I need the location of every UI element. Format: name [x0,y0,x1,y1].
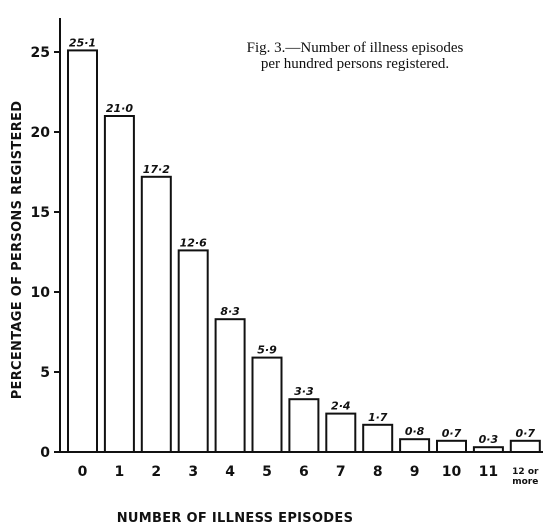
bar-data-label: 21·0 [106,102,133,115]
bar-data-label: 1·7 [368,411,388,424]
y-tick-label: 25 [31,45,50,61]
x-tick-label: 5 [262,464,272,480]
x-tick-label: 4 [225,464,235,480]
bar [214,318,246,454]
chart-title: Fig. 3.—Number of illness episodes [247,40,464,56]
bar [436,439,467,453]
chart-title-group: Fig. 3.—Number of illness episodes per h… [247,40,464,72]
bar [67,49,98,454]
y-ticks: 0 5 10 15 20 25 [31,45,60,461]
bar-data-label: 2·4 [331,400,351,413]
bar-data-label: 5·9 [257,344,277,357]
x-tick-label: 2 [151,464,161,480]
y-tick-label: 15 [31,205,50,221]
bars [67,49,541,454]
x-tick-label: 7 [336,464,346,480]
x-tick-label: 11 [479,464,498,480]
x-tick-label: 0 [78,464,88,480]
bar-data-label: 12·6 [180,236,207,249]
bar [140,175,172,454]
y-tick-label: 0 [40,445,50,461]
bar [325,412,357,454]
y-axis-title-group: PERCENTAGE OF PERSONS REGISTERED [10,101,25,400]
x-tick-label: 12 or more [512,467,539,487]
x-axis-title: NUMBER OF ILLNESS EPISODES [117,511,353,526]
bar-data-label: 8·3 [220,305,240,318]
x-tick-label: 3 [188,464,198,480]
bar-data-label: 17·2 [143,163,170,176]
x-tick-label: 10 [442,464,462,480]
bar [509,439,541,453]
bar [251,356,283,454]
x-tick-label: 6 [299,464,309,480]
x-tick-label: 1 [115,464,125,480]
bar-data-label: 0·7 [442,427,462,440]
bar-data-label: 3·3 [294,385,314,398]
bar [362,423,394,453]
bar [288,398,320,454]
y-tick-label: 5 [40,365,50,381]
x-tick-label: 8 [373,464,383,480]
bar [399,438,431,454]
bar-data-label: 0·3 [479,433,499,446]
bar [177,249,209,453]
bar-data-label: 0·8 [405,425,425,438]
bar-data-label: 25·1 [69,36,96,49]
x-tick-label: 9 [410,464,420,480]
y-axis-title: PERCENTAGE OF PERSONS REGISTERED [10,101,25,400]
chart-subtitle: per hundred persons registered. [261,56,449,72]
bar-data-label: 0·7 [516,427,536,440]
y-tick-label: 10 [31,285,51,301]
bar [472,446,504,454]
bar [103,115,135,453]
x-tick-labels: 0 1 2 3 4 5 6 7 8 9 10 11 12 or more [78,464,539,487]
y-tick-label: 20 [31,125,51,141]
data-labels: 25·1 21·0 17·2 12·6 8·3 5·9 3·3 2·4 1·7 0·8 0·7 0·3… [69,36,535,446]
